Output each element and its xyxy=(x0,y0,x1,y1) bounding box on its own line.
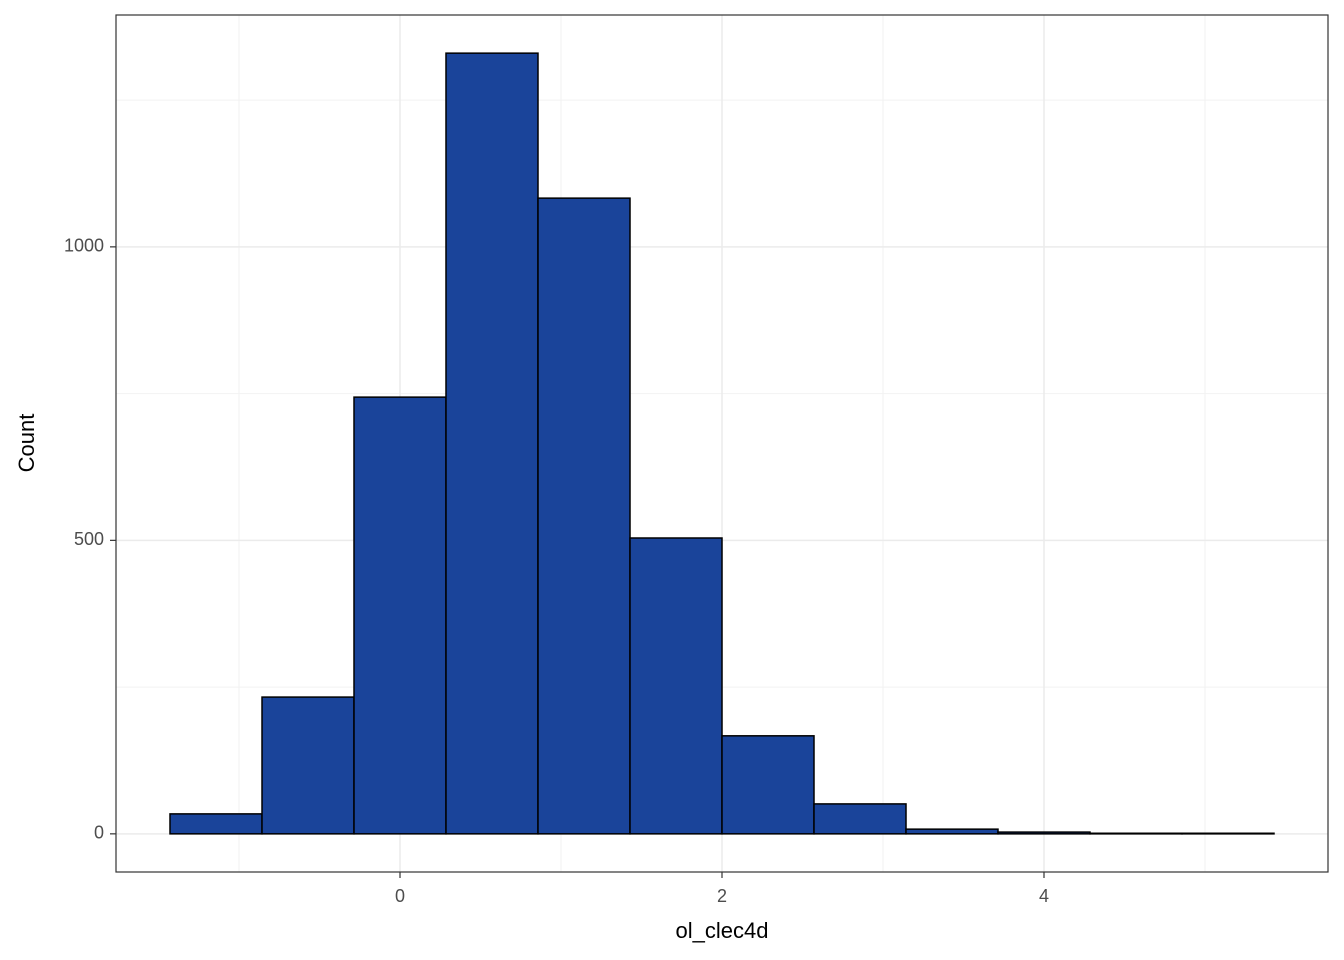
bar xyxy=(445,52,539,835)
bar xyxy=(813,803,907,835)
x-axis-title: ol_clec4d xyxy=(676,918,769,943)
bar xyxy=(169,813,263,835)
y-tick-label: 0 xyxy=(94,823,104,843)
bar xyxy=(629,537,723,835)
bar xyxy=(1089,832,1183,835)
x-tick-label: 4 xyxy=(1039,886,1049,906)
bar xyxy=(353,396,447,835)
bars xyxy=(169,52,1275,835)
bar xyxy=(905,828,999,835)
y-axis-title: Count xyxy=(14,414,39,473)
bar xyxy=(261,696,355,835)
bar xyxy=(537,197,631,835)
bar xyxy=(721,735,815,835)
y-tick-label: 1000 xyxy=(64,236,104,256)
bar xyxy=(1181,832,1275,835)
bar xyxy=(997,831,1091,835)
x-tick-label: 0 xyxy=(395,886,405,906)
y-tick-label: 500 xyxy=(74,529,104,549)
x-tick-label: 2 xyxy=(717,886,727,906)
